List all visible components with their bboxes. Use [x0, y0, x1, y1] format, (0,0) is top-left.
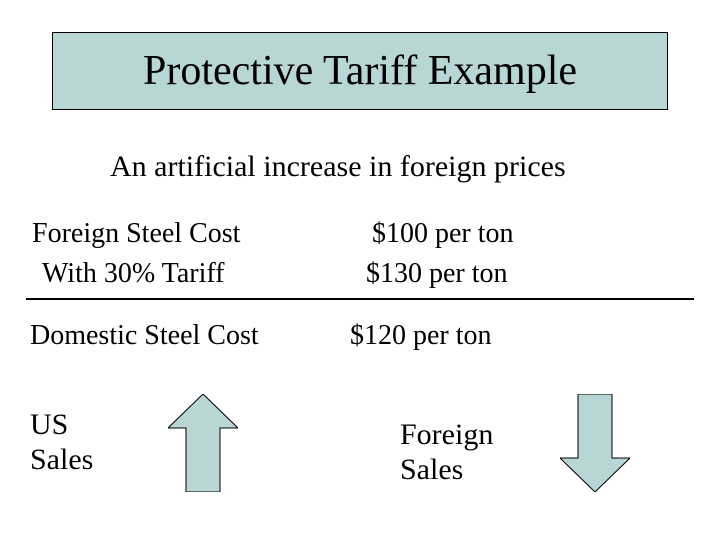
- row-label: Domestic Steel Cost: [30, 320, 259, 352]
- title-text: Protective Tariff Example: [143, 47, 577, 95]
- foreign-sales-line2: Sales: [400, 453, 463, 486]
- row-value: $100 per ton: [372, 218, 514, 250]
- down-arrow-icon: [560, 394, 630, 492]
- foreign-sales-line1: Foreign: [400, 418, 493, 451]
- up-arrow-shape: [168, 394, 238, 492]
- down-arrow-shape: [560, 394, 630, 492]
- us-sales-line2: Sales: [30, 443, 93, 476]
- up-arrow-icon: [168, 394, 238, 492]
- row-label: Foreign Steel Cost: [32, 218, 240, 250]
- us-sales-line1: US: [30, 408, 68, 441]
- subtitle: An artificial increase in foreign prices: [110, 150, 566, 184]
- us-sales-label: US Sales: [30, 408, 93, 477]
- row-label: With 30% Tariff: [42, 258, 225, 290]
- divider-line: [26, 298, 694, 300]
- row-value: $130 per ton: [366, 258, 508, 290]
- foreign-sales-label: Foreign Sales: [400, 418, 493, 487]
- title-box: Protective Tariff Example: [52, 32, 668, 110]
- row-value: $120 per ton: [350, 320, 492, 352]
